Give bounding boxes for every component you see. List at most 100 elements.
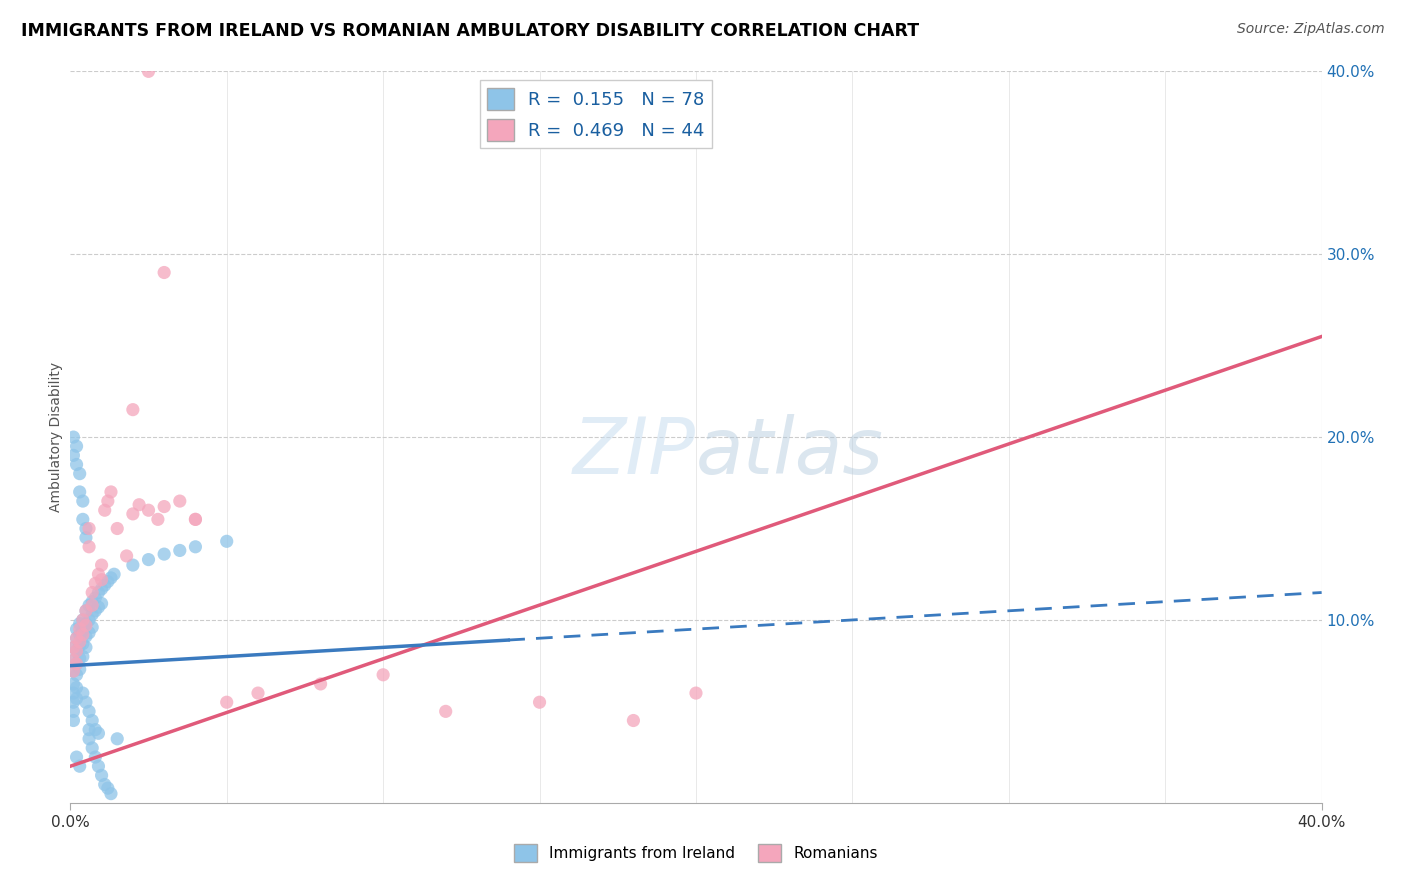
Point (69, 635, 91, 649)
Point (77, 540, 100, 554)
Point (77, 599, 100, 613)
Point (65, 632, 87, 646)
Point (65, 657, 87, 671)
Legend: Immigrants from Ireland, Romanians: Immigrants from Ireland, Romanians (508, 838, 884, 868)
Point (90, 582, 112, 596)
Point (90, 558, 112, 573)
Point (62, 448, 84, 462)
Point (100, 787, 122, 801)
Point (82, 714, 104, 728)
Point (69, 759, 91, 773)
Point (62, 677, 84, 691)
Point (685, 686, 707, 700)
Point (69, 639, 91, 653)
Point (75, 531, 97, 545)
Point (100, 571, 122, 585)
Point (69, 467, 91, 481)
Point (69, 622, 91, 636)
Point (75, 640, 97, 655)
Point (82, 599, 104, 613)
Text: atlas: atlas (696, 414, 884, 490)
Point (77, 731, 100, 746)
Point (72, 637, 94, 651)
Point (309, 677, 332, 691)
Point (138, 552, 160, 566)
Point (62, 430, 84, 444)
Point (75, 695, 97, 709)
Point (87, 759, 110, 773)
Point (215, 695, 238, 709)
Point (90, 597, 112, 611)
Point (82, 607, 104, 622)
Point (77, 521, 100, 535)
Point (184, 512, 207, 526)
Point (153, 266, 176, 280)
Point (93, 503, 115, 517)
Point (105, 731, 128, 746)
Point (72, 624, 94, 638)
Point (84, 723, 107, 737)
Point (169, 494, 191, 508)
Point (121, 507, 145, 521)
Point (621, 714, 644, 728)
Point (62, 705, 84, 719)
Point (72, 686, 94, 700)
Point (62, 664, 84, 678)
Point (121, 402, 145, 417)
Point (82, 740, 104, 755)
Point (77, 613, 100, 627)
Point (115, 549, 138, 563)
Point (138, 64, 160, 78)
Point (84, 576, 107, 591)
Point (62, 653, 84, 667)
Point (69, 662, 91, 676)
Point (184, 512, 207, 526)
Point (146, 512, 169, 526)
Point (90, 573, 112, 587)
Point (69, 627, 91, 641)
Point (69, 616, 91, 631)
Point (62, 640, 84, 655)
Point (72, 613, 94, 627)
Point (371, 667, 394, 681)
Point (65, 622, 87, 636)
Point (75, 629, 97, 643)
Point (90, 768, 112, 782)
Point (87, 585, 110, 599)
Point (65, 681, 87, 695)
Point (69, 651, 91, 665)
Point (84, 604, 107, 618)
Point (105, 521, 128, 535)
Point (75, 618, 97, 632)
Point (138, 503, 160, 517)
Point (77, 723, 100, 737)
Point (153, 547, 176, 561)
Point (65, 691, 87, 706)
Point (62, 695, 84, 709)
Point (62, 714, 84, 728)
Point (69, 485, 91, 500)
Text: Source: ZipAtlas.com: Source: ZipAtlas.com (1237, 22, 1385, 37)
Point (87, 726, 110, 740)
Point (65, 458, 87, 472)
Point (65, 632, 87, 646)
Point (97, 781, 120, 796)
Point (62, 686, 84, 700)
Point (121, 558, 145, 573)
Point (82, 620, 104, 634)
Point (153, 500, 176, 514)
Point (184, 540, 207, 554)
Point (62, 653, 84, 667)
Point (65, 750, 87, 764)
Point (72, 494, 94, 508)
Point (82, 585, 104, 599)
Point (87, 567, 110, 582)
Point (93, 778, 115, 792)
Point (72, 613, 94, 627)
Point (434, 705, 457, 719)
Y-axis label: Ambulatory Disability: Ambulatory Disability (49, 362, 63, 512)
Point (65, 667, 87, 681)
Point (75, 604, 97, 618)
Point (84, 750, 107, 764)
Text: IMMIGRANTS FROM IRELAND VS ROMANIAN AMBULATORY DISABILITY CORRELATION CHART: IMMIGRANTS FROM IRELAND VS ROMANIAN AMBU… (21, 22, 920, 40)
